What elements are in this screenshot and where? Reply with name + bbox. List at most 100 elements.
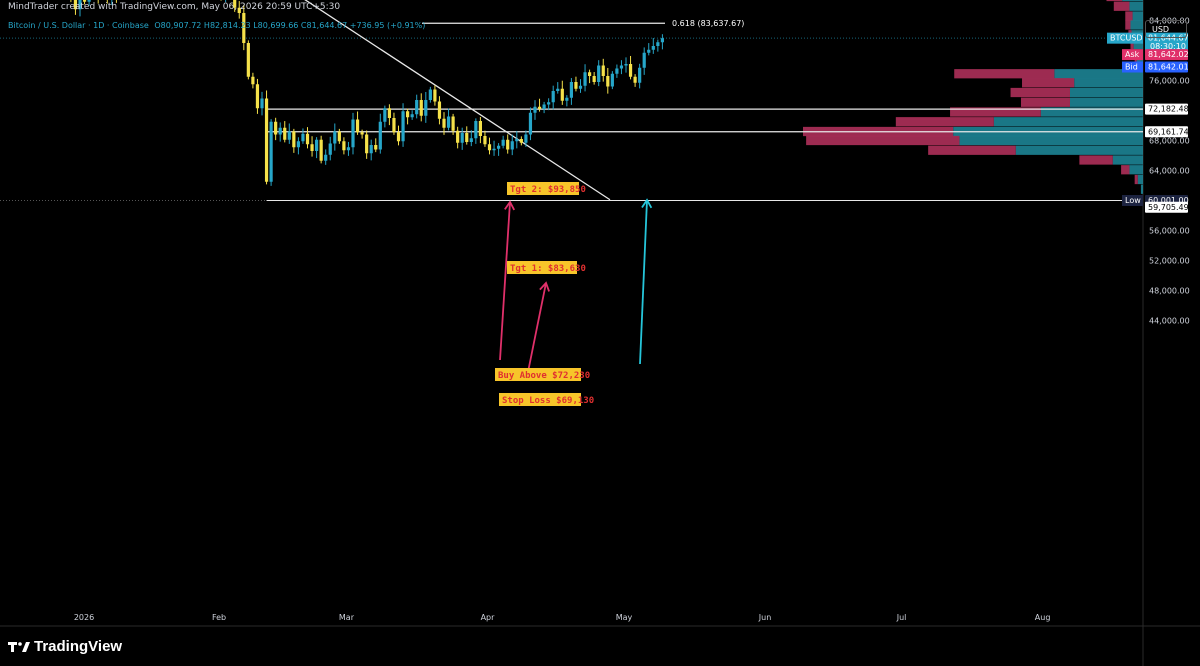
volume-profile-down-bar <box>1121 165 1130 175</box>
author-caption: MindTrader created with TradingView.com,… <box>8 2 341 12</box>
candle-body <box>73 0 78 10</box>
candle-body <box>328 143 332 155</box>
time-axis[interactable]: 2026 Feb Mar Apr May Jun Jul Aug <box>74 613 1051 622</box>
candle-body <box>478 121 482 136</box>
candle-body <box>469 138 473 142</box>
volume-profile-down-bar <box>1022 78 1075 88</box>
candle-body <box>333 131 337 144</box>
tgt1-label-text: Tgt 1: $83,630 <box>510 264 586 274</box>
tgt2-arrow-head <box>504 200 516 211</box>
volume-profile-up-bar <box>959 135 1143 146</box>
price-tag-value: 59,705.49 <box>1148 203 1189 212</box>
candle-body <box>638 67 642 83</box>
candle-body <box>601 65 605 76</box>
candle-body <box>255 84 260 109</box>
candle-body <box>660 38 664 43</box>
volume-profile-down-bar <box>1130 39 1134 50</box>
candle-body <box>492 148 496 151</box>
price-tag-label: Low <box>1125 196 1141 205</box>
volume-profile-down-bar <box>1125 20 1131 30</box>
stop-label-text: Stop Loss $69,130 <box>502 396 594 406</box>
volume-profile-up-bar <box>1112 155 1143 165</box>
volume-profile-up-bar <box>1133 39 1143 50</box>
price-tag-bg <box>1145 201 1188 213</box>
volume-profile-down-bar <box>1125 11 1133 21</box>
candle-body <box>506 139 510 150</box>
time-tick-label: 2026 <box>74 613 94 622</box>
candle-body <box>246 43 250 77</box>
candle-body <box>519 139 523 143</box>
candle-body <box>528 112 533 135</box>
candle-body <box>474 121 478 139</box>
price-tick-label: 84,000.00 <box>1149 17 1190 26</box>
candle-body <box>346 147 351 151</box>
candle-body <box>274 121 278 135</box>
candle-body <box>82 0 87 2</box>
candle-body <box>628 64 633 77</box>
candle-body <box>615 68 619 74</box>
candle-body <box>233 0 237 8</box>
price-tag-label-bg <box>1122 194 1143 206</box>
price-tag-value: 81,642.02 <box>1148 50 1189 59</box>
candle-body <box>419 100 423 116</box>
descending-trendline <box>304 0 611 201</box>
candle-body <box>392 118 396 133</box>
candle-body <box>624 64 628 66</box>
stop-label-box <box>499 393 581 406</box>
tgt1-label-box <box>507 261 577 274</box>
price-tag-label: Ask <box>1125 50 1140 59</box>
price-tag-bg <box>1145 49 1188 61</box>
candle-body <box>269 121 273 182</box>
chart-labels: Tgt 2: $93,850 Tgt 1: $83,630 Buy Above $7… <box>495 32 1189 406</box>
candle-body <box>424 100 428 116</box>
candle-body <box>387 108 391 118</box>
time-tick-label: Mar <box>339 613 355 622</box>
volume-profile-down-bar <box>1020 97 1070 107</box>
drawing-lines: 0.886 (93,845.16)0.618 (83,637.67) <box>266 0 1143 201</box>
time-tick-label: May <box>616 613 633 622</box>
price-tag-bg <box>1145 61 1188 73</box>
candle-body <box>569 82 573 98</box>
candle-body <box>365 134 369 154</box>
candle-body <box>301 133 305 142</box>
volume-profile-down-bar <box>1010 87 1070 98</box>
candle-body <box>287 131 291 140</box>
volume-profile <box>803 0 1143 194</box>
candle-body <box>642 52 646 68</box>
price-tick-label: 44,000.00 <box>1149 317 1190 326</box>
tgt2-arrow <box>499 201 511 361</box>
candle-body <box>597 65 601 82</box>
volume-profile-down-bar <box>1106 0 1123 2</box>
candle-body <box>619 65 624 69</box>
candle-body <box>542 104 546 109</box>
candle-body <box>551 91 555 103</box>
symbol-legend[interactable]: Bitcoin / U.S. Dollar · 1D · Coinbase O8… <box>8 21 425 30</box>
candle-body <box>342 141 346 151</box>
symbol-title: Bitcoin / U.S. Dollar · 1D · Coinbase <box>8 21 149 30</box>
candle-body <box>610 73 614 87</box>
volume-profile-up-bar <box>1040 107 1143 117</box>
tgt2-label-box <box>507 182 579 195</box>
volume-profile-up-bar <box>1140 184 1143 194</box>
volume-profile-up-bar <box>1132 11 1143 21</box>
price-tag-label-bg <box>1107 32 1143 44</box>
candle-body <box>369 145 373 154</box>
price-tag-label: Bid <box>1125 63 1138 72</box>
candle-body <box>588 72 592 76</box>
candle-body <box>78 0 82 10</box>
price-axis[interactable]: 112,000.00108,000.00104,000.00100,000.00… <box>1149 0 1195 326</box>
candle-body <box>437 101 442 119</box>
candle-body <box>310 144 314 151</box>
price-tag-time: 08:30:10 <box>1150 42 1186 51</box>
volume-profile-up-bar <box>1137 174 1143 185</box>
candle-body <box>487 144 492 151</box>
candle-body <box>446 116 451 128</box>
buy-label-box <box>495 368 581 381</box>
currency-button[interactable]: USD <box>1145 20 1187 38</box>
candle-body <box>465 133 469 142</box>
volume-profile-down-bar <box>895 117 994 127</box>
tradingview-logo[interactable]: TradingView <box>8 638 122 655</box>
ohlc-values: O80,907.72 H82,814.23 L80,699.66 C81,644… <box>154 21 426 30</box>
candle-body <box>651 46 655 50</box>
